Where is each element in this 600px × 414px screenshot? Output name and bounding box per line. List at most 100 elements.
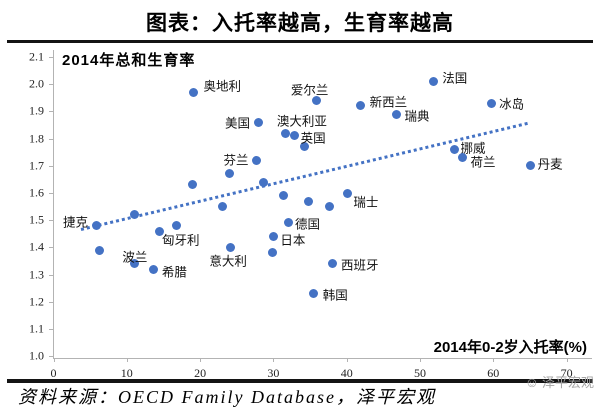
footer-divider	[7, 379, 593, 383]
y-tick-mark	[49, 247, 53, 249]
y-tick-mark	[49, 274, 53, 276]
x-tick-mark	[53, 358, 55, 362]
x-tick-mark	[493, 358, 495, 362]
y-tick-mark	[49, 220, 53, 222]
y-tick-mark	[49, 57, 53, 58]
point-label: 德国	[295, 217, 321, 232]
smiley-icon: ☺	[524, 373, 539, 390]
x-tick-mark	[200, 358, 202, 362]
y-tick-label: 1.5	[29, 212, 44, 227]
data-point	[325, 202, 335, 212]
title-divider	[7, 40, 593, 43]
data-point	[130, 210, 140, 220]
data-point	[486, 98, 496, 108]
y-tick-mark	[49, 193, 53, 194]
y-tick-label: 1.6	[29, 185, 44, 200]
y-tick-label: 1.4	[29, 239, 44, 254]
point-label: 丹麦	[537, 157, 563, 172]
data-point	[309, 289, 319, 299]
x-tick-label: 60	[487, 366, 500, 380]
data-point	[252, 155, 262, 165]
point-label: 波兰	[122, 250, 148, 265]
x-tick-label: 50	[414, 366, 426, 380]
data-point	[172, 221, 182, 231]
point-label: 荷兰	[470, 155, 496, 170]
point-label: 瑞典	[404, 109, 430, 124]
y-tick-label: 2.1	[29, 49, 44, 64]
point-label: 瑞士	[353, 195, 379, 210]
data-point	[300, 142, 310, 152]
point-label: 奥地利	[203, 79, 242, 94]
y-tick-label: 1.3	[29, 267, 44, 282]
data-point	[268, 248, 278, 258]
data-point	[304, 196, 314, 206]
point-label: 日本	[280, 233, 306, 248]
data-point	[259, 177, 269, 187]
data-point	[188, 180, 198, 190]
y-axis-line	[53, 50, 54, 359]
data-point	[95, 245, 105, 255]
point-label: 爱尔兰	[290, 83, 329, 98]
x-tick-mark	[420, 358, 421, 362]
data-point	[290, 131, 300, 141]
x-tick-label: 30	[267, 366, 280, 380]
chart-area: 2014年总和生育率 2014年0-2岁入托率(%) 2.1 2.0 1.9 1.8 1…	[0, 44, 600, 380]
data-point	[149, 264, 159, 274]
x-axis-title: 2014年0-2岁入托率(%)	[433, 339, 587, 356]
x-tick-label: 0	[50, 366, 57, 380]
data-point	[356, 101, 366, 111]
point-label: 澳大利亚	[276, 114, 327, 129]
data-point	[283, 218, 293, 228]
data-point	[154, 226, 164, 236]
y-tick-mark	[49, 329, 53, 330]
y-tick-mark	[49, 138, 53, 140]
x-tick-mark	[346, 358, 348, 362]
y-tick-mark	[49, 356, 53, 358]
data-point	[281, 128, 291, 138]
y-tick-label: 1.1	[29, 321, 44, 336]
data-point	[253, 117, 263, 127]
y-tick-label: 1.7	[29, 158, 44, 173]
watermark: ☺ 泽平宏观	[525, 372, 594, 391]
point-label: 西班牙	[341, 258, 379, 273]
point-label: 美国	[224, 116, 250, 131]
data-point	[130, 259, 140, 269]
point-label: 捷克	[62, 215, 88, 230]
data-point	[279, 191, 289, 201]
data-point	[526, 161, 536, 171]
data-point	[342, 188, 352, 198]
point-label: 法国	[442, 71, 468, 86]
figure-title: 图表：入托率越高，生育率越高	[146, 12, 454, 35]
x-tick-label: 40	[340, 366, 353, 380]
data-point	[224, 169, 234, 179]
point-label: 英国	[300, 131, 326, 146]
data-point	[312, 96, 322, 106]
point-label: 希腊	[161, 265, 187, 280]
data-point	[392, 109, 402, 119]
data-point	[428, 76, 438, 86]
x-tick-mark	[273, 358, 275, 362]
x-tick-label: 70	[560, 366, 573, 380]
y-tick-label: 1.2	[29, 294, 44, 309]
y-tick-mark	[49, 165, 53, 167]
data-point	[225, 242, 235, 252]
data-point	[268, 232, 278, 242]
x-tick-label: 10	[120, 366, 133, 380]
data-point	[449, 144, 459, 154]
watermark-text: 泽平宏观	[541, 375, 594, 390]
y-axis-title: 2014年总和生育率	[62, 52, 196, 69]
data-point	[91, 221, 101, 231]
data-point	[217, 202, 227, 212]
y-tick-label: 1.8	[29, 131, 44, 146]
y-tick-label: 2.0	[29, 76, 44, 91]
y-tick-mark	[49, 301, 53, 303]
point-label: 新西兰	[369, 95, 408, 110]
data-point	[189, 87, 198, 97]
y-tick-mark	[49, 84, 53, 86]
x-tick-mark	[126, 358, 128, 362]
y-tick-label: 1.0	[29, 348, 44, 363]
point-label: 韩国	[322, 288, 348, 303]
x-tick-mark	[566, 358, 568, 362]
point-label: 挪威	[460, 141, 486, 156]
